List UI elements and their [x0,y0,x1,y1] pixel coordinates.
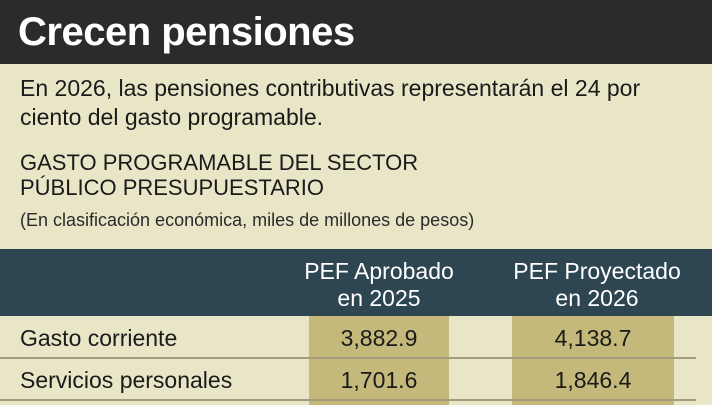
row-divider [0,357,696,359]
cell-2025: 1,701.6 [340,367,418,393]
intro-text: En 2026, las pensiones contributivas rep… [20,75,641,130]
column-header-2025-line-1: PEF Aprobado [304,258,454,284]
highlight-column-2025 [309,316,449,405]
infographic-title: Crecen pensiones [18,10,355,54]
column-header-2025: PEF Aprobado en 2025 [279,258,479,312]
table-row-gasto-corriente: Gasto corriente 3,882.9 4,138.7 [0,316,712,358]
column-header-2026: PEF Proyectado en 2026 [497,258,697,312]
table-title-line-2: PÚBLICO PRESUPUESTARIO [20,175,324,200]
table-row-servicios-personales: Servicios personales 1,701.6 1,846.4 [0,358,712,400]
title-bar: Crecen pensiones [0,0,712,64]
row-label: Gasto corriente [20,325,178,351]
table-subtitle: (En clasificación económica, miles de mi… [20,210,475,230]
column-header-2026-line-1: PEF Proyectado [513,258,681,284]
table-title: GASTO PROGRAMABLE DEL SECTOR PÚBLICO PRE… [20,150,700,200]
table-header: PEF Aprobado en 2025 PEF Proyectado en 2… [0,249,712,316]
column-header-2025-line-2: en 2025 [337,285,421,311]
cell-2026: 1,846.4 [554,367,632,393]
cell-2025: 3,882.9 [340,325,418,351]
row-divider [0,399,696,401]
cell-2026: 4,138.7 [554,325,632,351]
column-header-2026-line-2: en 2026 [555,285,639,311]
table-title-line-1: GASTO PROGRAMABLE DEL SECTOR [20,150,419,175]
row-label: Servicios personales [20,367,233,393]
highlight-column-2026 [512,316,674,405]
